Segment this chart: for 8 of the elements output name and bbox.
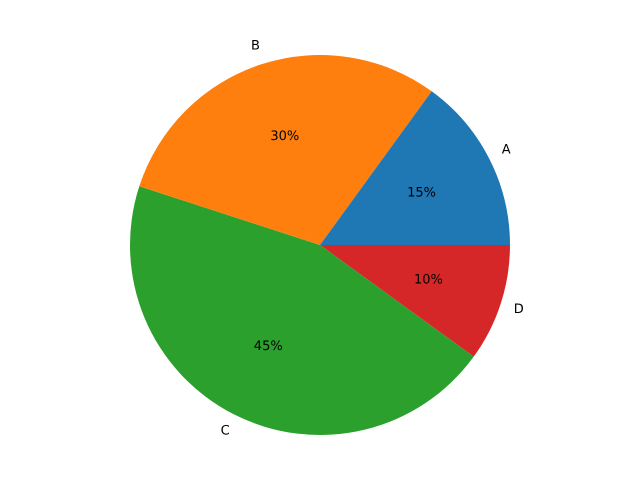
data-label: 45% xyxy=(254,338,283,354)
data-label: 30% xyxy=(270,128,300,144)
data-label: 10% xyxy=(414,272,443,288)
data-label: 15% xyxy=(407,186,436,201)
slice-label: C xyxy=(220,424,230,439)
slice-label: A xyxy=(502,142,511,158)
slice-label: D xyxy=(514,302,524,317)
slice-label: B xyxy=(250,38,260,54)
